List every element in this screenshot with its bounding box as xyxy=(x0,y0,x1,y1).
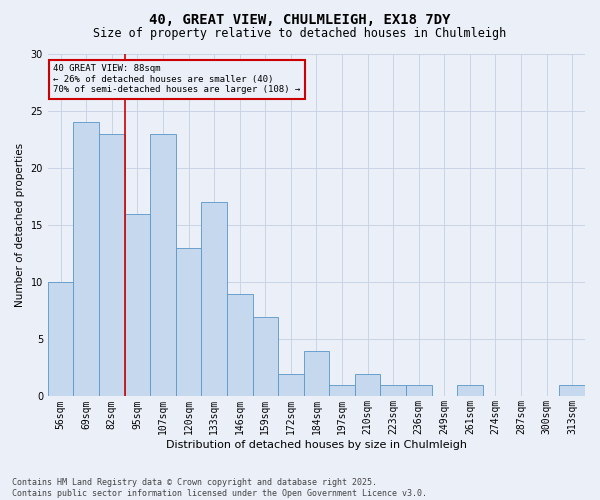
Text: Size of property relative to detached houses in Chulmleigh: Size of property relative to detached ho… xyxy=(94,28,506,40)
Bar xyxy=(278,374,304,396)
Y-axis label: Number of detached properties: Number of detached properties xyxy=(15,143,25,308)
X-axis label: Distribution of detached houses by size in Chulmleigh: Distribution of detached houses by size … xyxy=(166,440,467,450)
Bar xyxy=(150,134,176,396)
Bar xyxy=(406,385,431,396)
Text: 40, GREAT VIEW, CHULMLEIGH, EX18 7DY: 40, GREAT VIEW, CHULMLEIGH, EX18 7DY xyxy=(149,12,451,26)
Bar xyxy=(380,385,406,396)
Bar xyxy=(559,385,585,396)
Bar xyxy=(176,248,202,396)
Bar xyxy=(99,134,125,396)
Text: Contains HM Land Registry data © Crown copyright and database right 2025.
Contai: Contains HM Land Registry data © Crown c… xyxy=(12,478,427,498)
Bar xyxy=(304,351,329,397)
Bar xyxy=(48,282,73,397)
Bar xyxy=(227,294,253,397)
Bar xyxy=(355,374,380,396)
Bar xyxy=(73,122,99,396)
Text: 40 GREAT VIEW: 88sqm
← 26% of detached houses are smaller (40)
70% of semi-detac: 40 GREAT VIEW: 88sqm ← 26% of detached h… xyxy=(53,64,301,94)
Bar xyxy=(329,385,355,396)
Bar xyxy=(125,214,150,396)
Bar xyxy=(202,202,227,396)
Bar xyxy=(457,385,482,396)
Bar xyxy=(253,316,278,396)
